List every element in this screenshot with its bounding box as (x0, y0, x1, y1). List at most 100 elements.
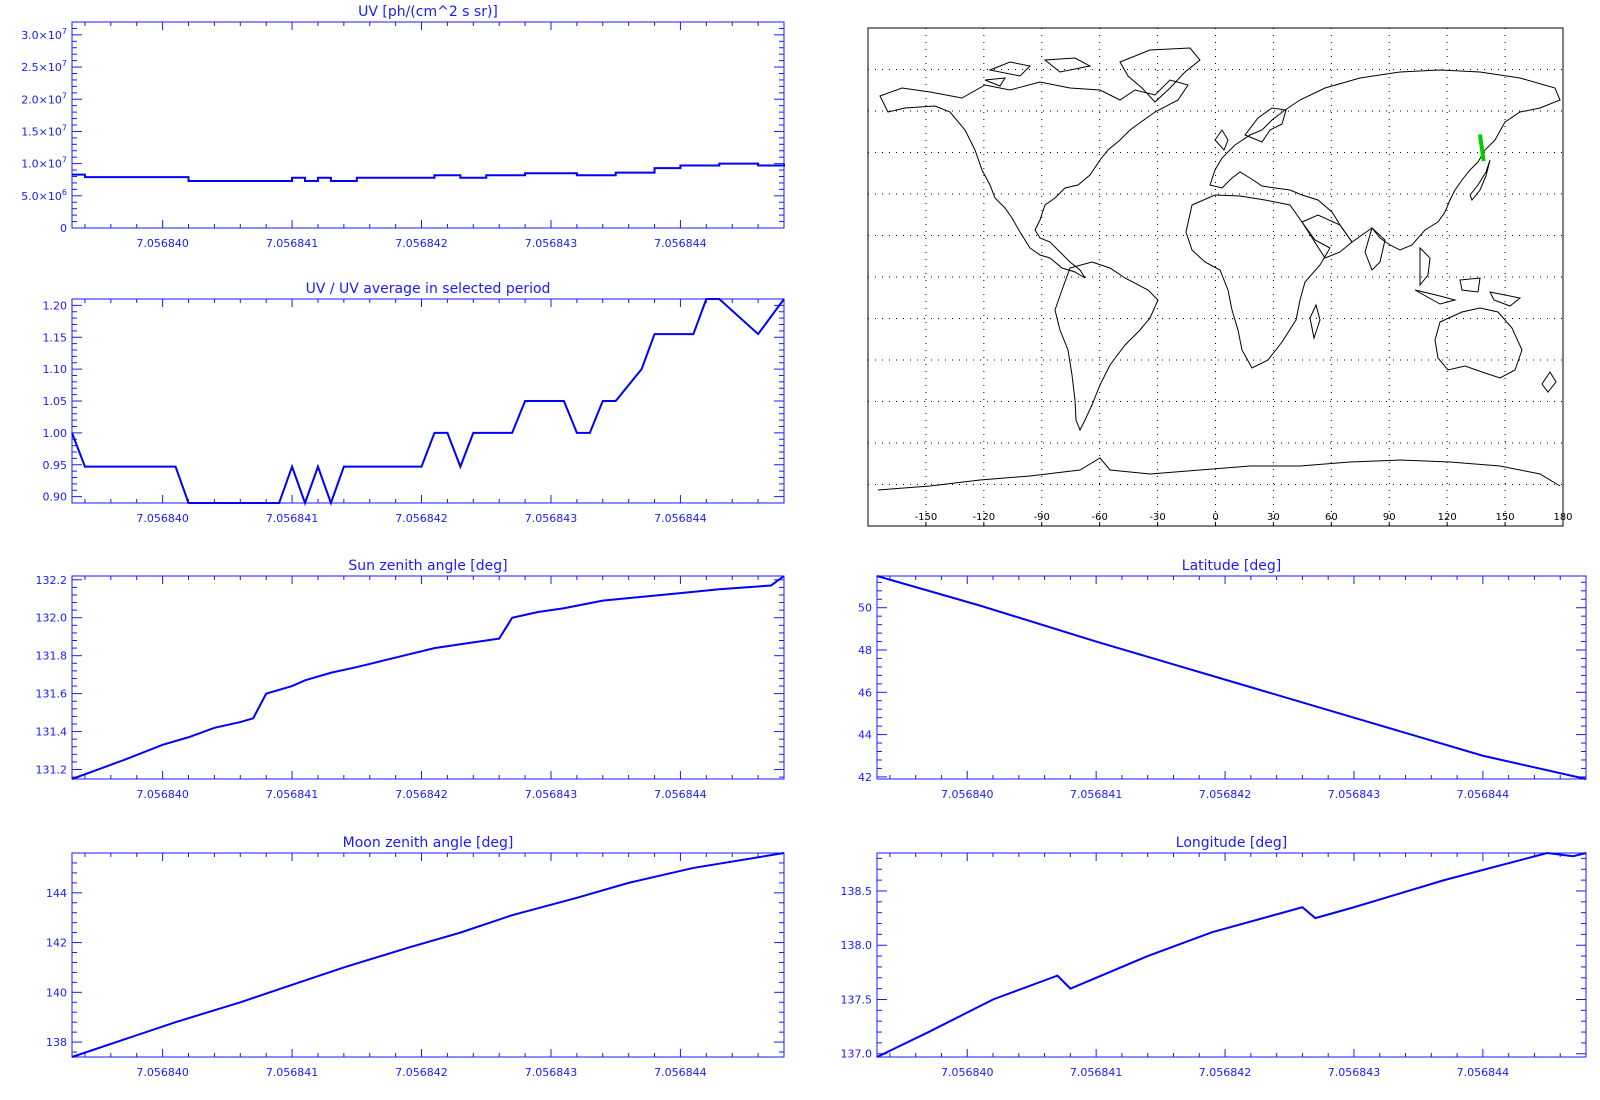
chart-lat: Latitude [deg] 7.056840 7.056841 7.056842 7.… (858, 558, 1587, 801)
y-tick-label: 0 (60, 222, 67, 235)
y-tick-label: 137.0 (841, 1048, 873, 1061)
plot-frame (876, 852, 1587, 1058)
y-tick-label: 138.0 (841, 939, 873, 952)
y-tick-label: 0.90 (43, 491, 68, 504)
y-tick-label: 131.8 (36, 650, 68, 663)
series-line-lat (876, 575, 1587, 780)
x-tick-label: 7.056844 (654, 788, 707, 801)
y-tick-label: 42 (858, 771, 872, 784)
chart-title: Latitude [deg] (1182, 558, 1281, 574)
map-x-tick-label: -120 (972, 512, 995, 523)
map-x-tick-label: 60 (1325, 512, 1338, 523)
y-tick-exponent: 7 (62, 59, 67, 68)
y-tick-label: 46 (858, 686, 872, 699)
plot-frame (71, 21, 785, 229)
y-tick-mantissa: 2.0×10 (21, 93, 62, 106)
x-tick-label: 7.056840 (136, 788, 189, 801)
x-tick-label: 7.056844 (1457, 788, 1510, 801)
y-tick-label: 137.5 (841, 993, 873, 1006)
y-tick-label: 50 (858, 602, 872, 615)
map-x-tick-label: 150 (1496, 512, 1515, 523)
y-tick-label: 2.5×107 (21, 59, 67, 74)
y-tick-exponent: 6 (62, 188, 67, 197)
x-tick-label: 7.056841 (266, 237, 319, 250)
x-tick-label: 7.056841 (266, 512, 319, 525)
y-tick-label: 131.2 (36, 764, 68, 777)
x-tick-label: 7.056841 (266, 1066, 319, 1079)
coastlines (877, 47, 1561, 491)
y-tick-mantissa: 1.5×10 (21, 125, 62, 138)
y-tick-mantissa: 0 (60, 222, 67, 235)
y-tick-label: 1.05 (43, 395, 68, 408)
x-tick-label: 7.056842 (395, 512, 448, 525)
chart-title: UV / UV average in selected period (306, 281, 551, 297)
series-line-ratio (71, 298, 785, 506)
map-x-tick-label: -150 (915, 512, 938, 523)
y-tick-mantissa: 5.0×10 (21, 190, 62, 203)
x-tick-label: 7.056844 (1457, 1066, 1510, 1079)
plot-frame (876, 575, 1587, 780)
x-tick-label: 7.056843 (525, 1066, 578, 1079)
y-tick-label: 5.0×106 (21, 188, 67, 203)
x-tick-label: 7.056843 (525, 512, 578, 525)
x-tick-label: 7.056843 (525, 237, 578, 250)
y-tick-label: 2.0×107 (21, 91, 67, 106)
y-tick-mantissa: 3.0×10 (21, 29, 62, 42)
y-tick-label: 1.15 (43, 331, 68, 344)
x-tick-label: 7.056843 (525, 788, 578, 801)
y-tick-exponent: 7 (62, 91, 67, 100)
chart-uv: UV [ph/(cm^2 s sr)] 7.056840 7.056841 7.056… (21, 4, 785, 250)
chart-title: Sun zenith angle [deg] (348, 558, 507, 574)
y-tick-label: 131.6 (36, 688, 68, 701)
y-tick-label: 1.20 (43, 299, 68, 312)
plot-frame (71, 575, 785, 780)
x-tick-label: 7.056842 (395, 237, 448, 250)
chart-mza: Moon zenith angle [deg] 7.056840 7.056841 7… (46, 835, 785, 1079)
y-tick-label: 144 (46, 887, 67, 900)
map-x-tick-label: -30 (1149, 512, 1165, 523)
map-x-tick-label: 30 (1267, 512, 1280, 523)
x-tick-label: 7.056843 (1328, 788, 1381, 801)
map-x-tick-label: -60 (1091, 512, 1107, 523)
y-tick-mantissa: 1.0×10 (21, 158, 62, 171)
x-tick-label: 7.056840 (941, 788, 994, 801)
x-tick-label: 7.056841 (1070, 788, 1123, 801)
x-tick-label: 7.056844 (654, 512, 707, 525)
x-tick-label: 7.056840 (941, 1066, 994, 1079)
chart-title: UV [ph/(cm^2 s sr)] (358, 4, 498, 20)
y-tick-label: 1.5×107 (21, 123, 67, 138)
plot-frame (71, 298, 785, 504)
map-frame (867, 27, 1564, 527)
x-tick-label: 7.056843 (1328, 1066, 1381, 1079)
y-tick-exponent: 7 (62, 27, 67, 36)
y-tick-label: 1.10 (43, 363, 68, 376)
y-tick-label: 140 (46, 986, 67, 999)
y-tick-label: 3.0×107 (21, 27, 67, 42)
map-x-tick-label: 0 (1212, 512, 1218, 523)
map-x-tick-label: -90 (1034, 512, 1050, 523)
y-tick-label: 0.95 (43, 459, 68, 472)
world-map-panel: -150 -120 -90 -60 -30 0 30 60 90 120 150 180 (867, 27, 1573, 527)
x-tick-label: 7.056842 (395, 1066, 448, 1079)
x-tick-label: 7.056844 (654, 237, 707, 250)
y-tick-label: 1.00 (43, 427, 68, 440)
x-tick-label: 7.056842 (1199, 1066, 1252, 1079)
chart-ratio: UV / UV average in selected period 7.0568… (43, 281, 785, 525)
map-x-tick-label: 120 (1438, 512, 1457, 523)
map-x-tick-label: 180 (1553, 512, 1572, 523)
series-line-mza (71, 852, 785, 1058)
x-tick-label: 7.056840 (136, 512, 189, 525)
series-line-lon (876, 851, 1587, 1058)
x-tick-label: 7.056840 (136, 1066, 189, 1079)
y-tick-label: 1.0×107 (21, 156, 67, 171)
x-tick-label: 7.056842 (395, 788, 448, 801)
chart-sza: Sun zenith angle [deg] 7.056840 7.056841 7.… (36, 558, 785, 801)
chart-title: Moon zenith angle [deg] (343, 835, 514, 851)
x-tick-label: 7.056840 (136, 237, 189, 250)
x-tick-label: 7.056841 (1070, 1066, 1123, 1079)
x-tick-label: 7.056842 (1199, 788, 1252, 801)
y-tick-mantissa: 2.5×10 (21, 61, 62, 74)
y-tick-exponent: 7 (62, 156, 67, 165)
x-tick-label: 7.056841 (266, 788, 319, 801)
